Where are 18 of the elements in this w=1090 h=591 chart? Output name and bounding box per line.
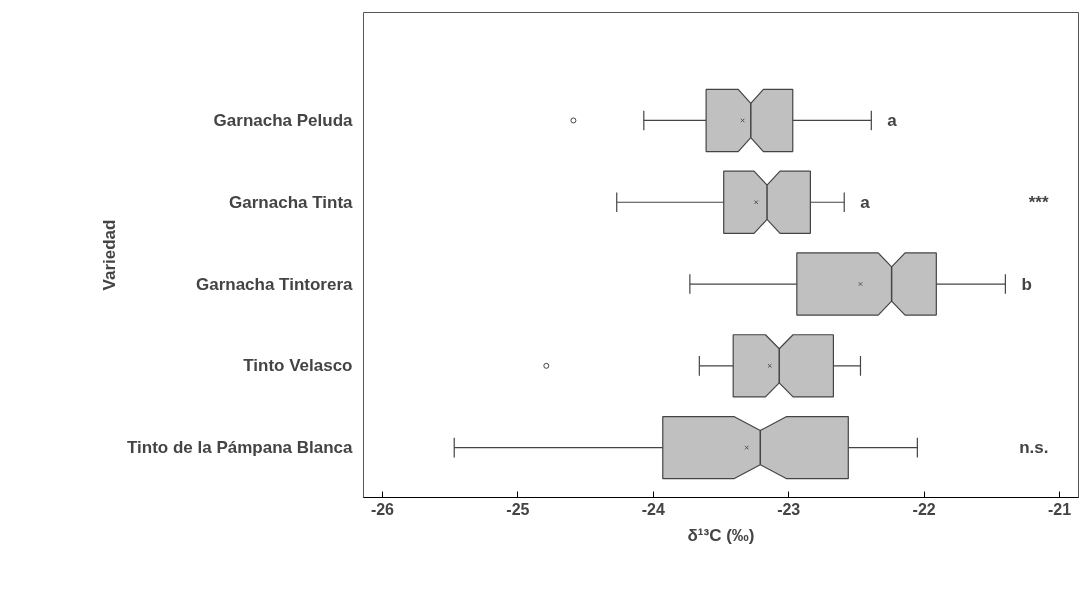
y-tick-label: Garnacha Peluda — [213, 110, 354, 130]
y-tick-label: Garnacha Tinta — [229, 192, 354, 212]
x-tick-label: -22 — [912, 500, 936, 518]
x-tick-label: -25 — [506, 500, 530, 518]
y-tick-label: Tinto Velasco — [243, 356, 353, 376]
annotation: n.s. — [1019, 438, 1049, 458]
y-tick-label: Garnacha Tintorera — [195, 274, 354, 294]
x-axis-title: δ¹³C (‰) — [687, 525, 755, 545]
x-tick-label: -24 — [641, 500, 665, 518]
x-tick-label: -26 — [370, 500, 395, 518]
x-tick-label: -23 — [777, 500, 801, 518]
y-tick-label: Tinto de la Pámpana Blanca — [127, 438, 354, 458]
y-axis-title: Variedad — [100, 219, 120, 291]
x-tick-label: -21 — [1047, 500, 1072, 518]
annotation: *** — [1028, 192, 1049, 212]
annotation: b — [1021, 274, 1032, 294]
annotation: a — [860, 192, 871, 212]
annotation: a — [887, 110, 898, 130]
